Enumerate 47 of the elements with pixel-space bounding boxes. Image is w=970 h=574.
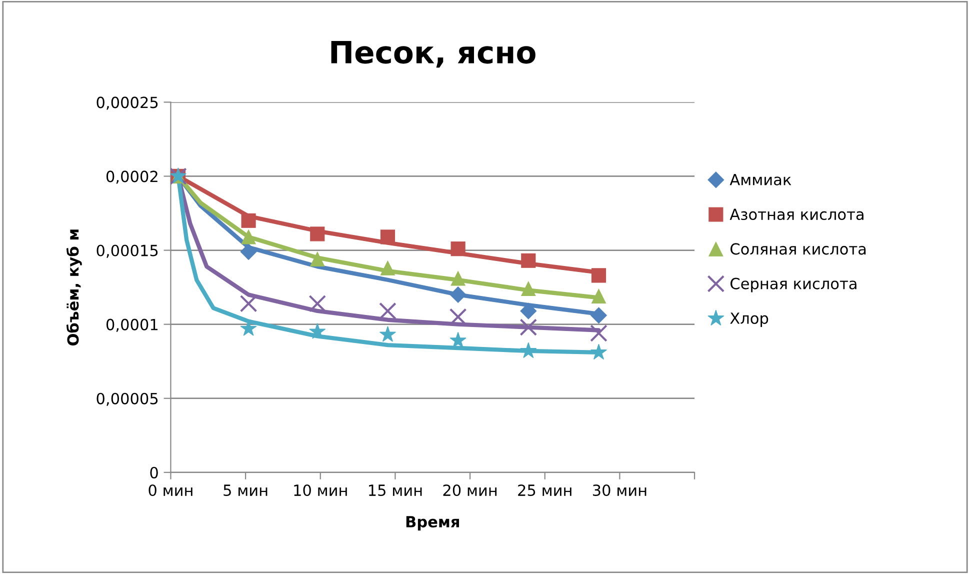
point xyxy=(450,241,466,256)
point xyxy=(520,342,537,358)
x-tick-label: 25 мин xyxy=(518,484,572,496)
legend-label: Серная кислота xyxy=(730,278,856,292)
point xyxy=(379,302,396,320)
point xyxy=(379,326,396,342)
point xyxy=(240,244,257,260)
y-axis-title: Объём, куб м xyxy=(66,230,82,346)
x-tick-label: 15 мин xyxy=(369,484,422,496)
point xyxy=(241,230,256,244)
y-tick-label: 0,0001 xyxy=(106,318,158,332)
point xyxy=(591,288,606,304)
point xyxy=(450,286,466,303)
y-tick-label: 0,00025 xyxy=(96,96,158,110)
point xyxy=(520,302,537,320)
point xyxy=(308,294,326,312)
legend-label: Хлор xyxy=(730,312,768,327)
point xyxy=(380,260,396,276)
x-tick-label: 10 мин xyxy=(294,484,347,496)
point xyxy=(520,318,538,336)
x-axis-title: Время xyxy=(406,516,459,530)
point xyxy=(310,226,325,242)
point xyxy=(450,271,466,286)
x-tick-label: 5 мин xyxy=(224,484,268,496)
legend-label: Азотная кислота xyxy=(730,208,864,220)
point xyxy=(310,252,325,266)
point xyxy=(450,332,466,348)
y-tick-label: 0,00015 xyxy=(96,244,158,258)
point xyxy=(521,281,536,296)
x-tick-label: 30 мин xyxy=(592,484,646,496)
legend-label: Аммиак xyxy=(730,174,792,186)
point xyxy=(380,230,396,244)
point xyxy=(590,344,608,360)
point xyxy=(241,213,256,228)
x-tick-label: 20 мин xyxy=(443,484,497,496)
y-tick-label: 0 xyxy=(150,466,158,478)
chart-title: Песок, ясно xyxy=(331,41,536,68)
point xyxy=(591,268,606,283)
x-tick-label: 0 мин xyxy=(148,484,192,496)
point xyxy=(590,324,608,342)
point xyxy=(590,307,607,324)
point xyxy=(521,253,536,268)
point xyxy=(240,294,258,312)
y-tick-label: 0,00005 xyxy=(96,392,158,406)
legend-label: Соляная кислота xyxy=(730,243,866,255)
point xyxy=(309,323,326,339)
y-tick-label: 0,0002 xyxy=(106,170,158,184)
